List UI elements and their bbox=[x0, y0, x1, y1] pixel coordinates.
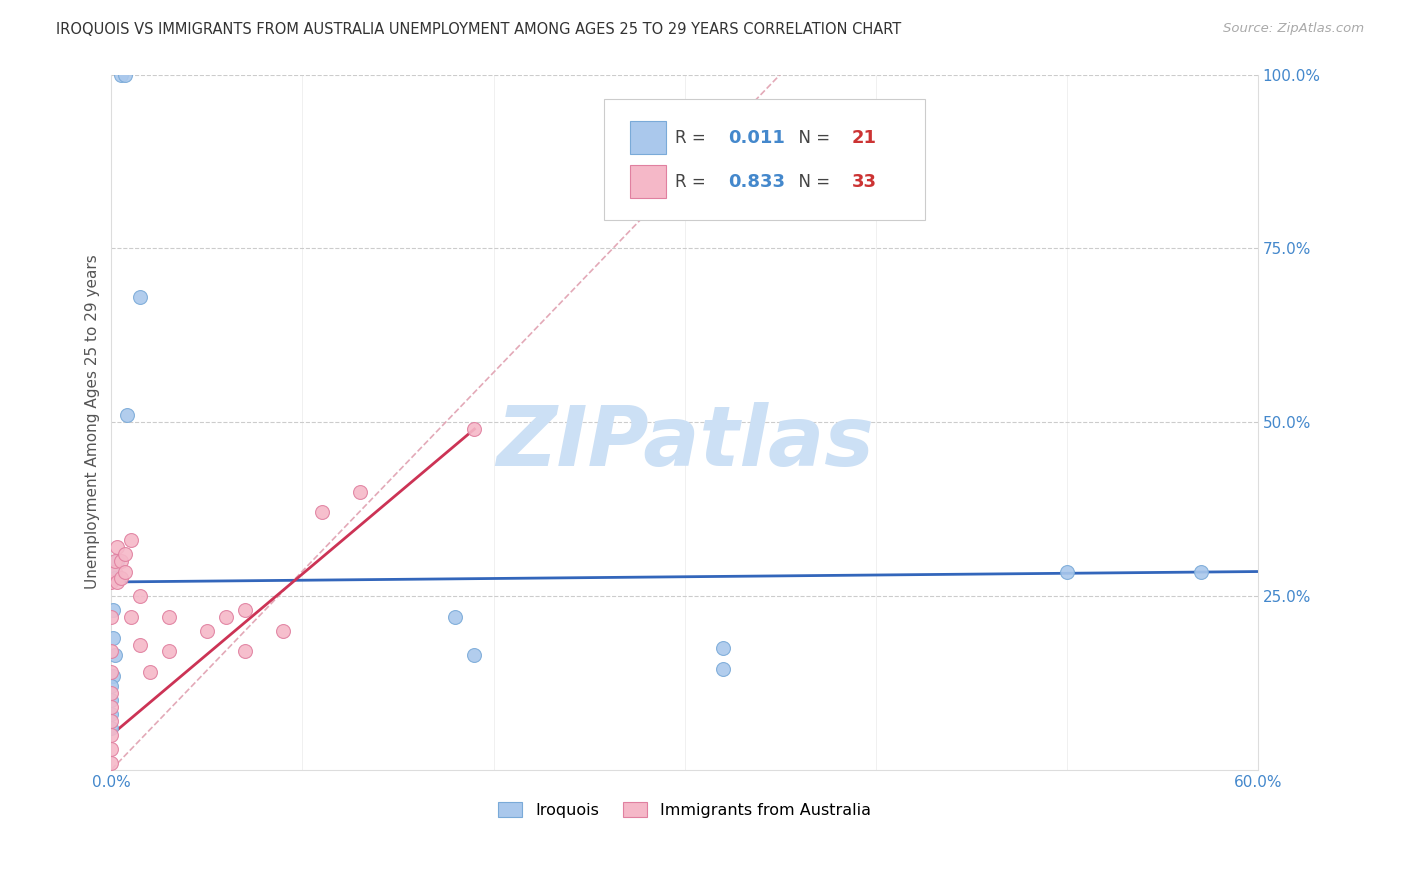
Text: Source: ZipAtlas.com: Source: ZipAtlas.com bbox=[1223, 22, 1364, 36]
Point bbox=[463, 422, 485, 436]
Point bbox=[115, 408, 138, 422]
Point bbox=[100, 756, 122, 770]
Point bbox=[100, 714, 122, 728]
Point bbox=[129, 290, 152, 304]
Text: N =: N = bbox=[787, 128, 835, 147]
Point bbox=[120, 609, 142, 624]
Point bbox=[114, 68, 136, 82]
Text: R =: R = bbox=[675, 128, 711, 147]
Point bbox=[100, 686, 122, 700]
Point bbox=[100, 693, 122, 707]
Point bbox=[1189, 565, 1212, 579]
Point bbox=[103, 565, 125, 579]
Point bbox=[100, 679, 122, 693]
Point bbox=[233, 644, 256, 658]
Point bbox=[129, 638, 152, 652]
Text: 0.833: 0.833 bbox=[728, 172, 785, 191]
Point bbox=[129, 589, 152, 603]
Point bbox=[100, 609, 122, 624]
Text: R =: R = bbox=[675, 172, 711, 191]
Point bbox=[104, 554, 127, 568]
Point bbox=[100, 741, 122, 756]
Point bbox=[311, 505, 333, 519]
Point bbox=[100, 728, 122, 742]
Point bbox=[349, 484, 371, 499]
Point bbox=[273, 624, 295, 638]
Point bbox=[138, 665, 160, 680]
Point bbox=[114, 565, 136, 579]
Point bbox=[110, 572, 132, 586]
Text: 21: 21 bbox=[852, 128, 877, 147]
Text: 33: 33 bbox=[852, 172, 877, 191]
Point bbox=[105, 540, 128, 554]
FancyBboxPatch shape bbox=[630, 165, 666, 198]
Point bbox=[120, 533, 142, 548]
Text: IROQUOIS VS IMMIGRANTS FROM AUSTRALIA UNEMPLOYMENT AMONG AGES 25 TO 29 YEARS COR: IROQUOIS VS IMMIGRANTS FROM AUSTRALIA UN… bbox=[56, 22, 901, 37]
Point bbox=[463, 648, 485, 662]
Point bbox=[157, 609, 180, 624]
FancyBboxPatch shape bbox=[605, 99, 925, 220]
Point bbox=[114, 547, 136, 561]
Point bbox=[100, 706, 122, 721]
Point bbox=[104, 648, 127, 662]
Point bbox=[105, 574, 128, 589]
Y-axis label: Unemployment Among Ages 25 to 29 years: Unemployment Among Ages 25 to 29 years bbox=[86, 255, 100, 590]
Text: ZIPatlas: ZIPatlas bbox=[496, 402, 873, 483]
Point bbox=[100, 721, 122, 735]
Point bbox=[711, 662, 734, 676]
Point bbox=[103, 669, 125, 683]
Point bbox=[100, 574, 122, 589]
Point bbox=[105, 554, 128, 568]
Point bbox=[110, 554, 132, 568]
Legend: Iroquois, Immigrants from Australia: Iroquois, Immigrants from Australia bbox=[492, 796, 877, 824]
Point bbox=[233, 603, 256, 617]
Point bbox=[444, 609, 467, 624]
Point bbox=[104, 572, 127, 586]
Point bbox=[195, 624, 218, 638]
Point bbox=[215, 609, 238, 624]
Text: 0.011: 0.011 bbox=[728, 128, 785, 147]
Point bbox=[103, 603, 125, 617]
Point bbox=[100, 665, 122, 680]
Point bbox=[100, 700, 122, 714]
Point bbox=[157, 644, 180, 658]
Point bbox=[110, 68, 132, 82]
Text: N =: N = bbox=[787, 172, 835, 191]
FancyBboxPatch shape bbox=[630, 121, 666, 154]
Point bbox=[1056, 565, 1078, 579]
Point bbox=[711, 640, 734, 655]
Point bbox=[100, 644, 122, 658]
Point bbox=[104, 565, 127, 579]
Point bbox=[103, 631, 125, 645]
